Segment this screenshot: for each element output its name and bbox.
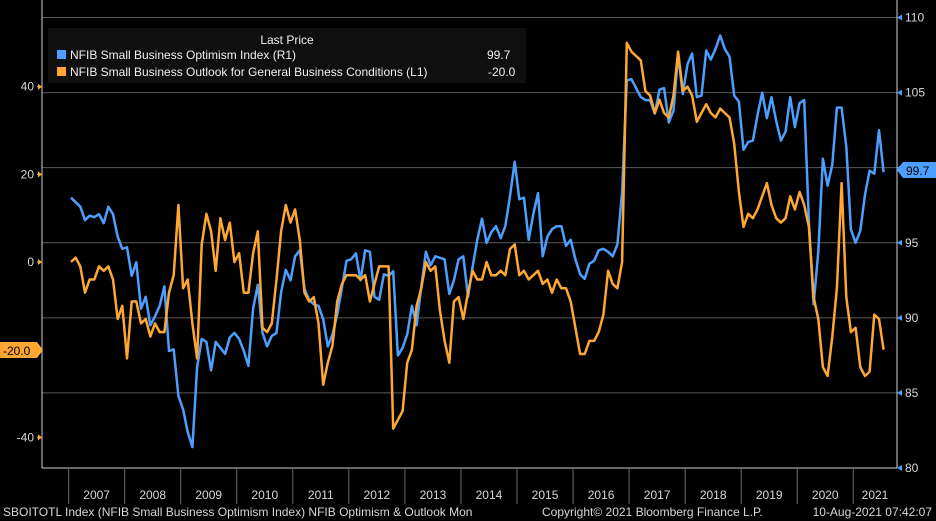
left-tick-label: 20 (21, 167, 35, 181)
right-value-badge: 99.7 (897, 162, 936, 178)
left-value-badge: -20.0 (0, 342, 43, 358)
right-badge-text: 99.7 (906, 164, 930, 178)
x-tick-label: 2016 (588, 488, 615, 502)
right-tick-marker (897, 314, 902, 321)
footer-left-text: SBOITOTL Index (NFIB Small Business Opti… (3, 505, 472, 519)
x-tick-label: 2017 (644, 488, 671, 502)
legend-swatch-optimism (57, 50, 66, 59)
left-badge-shape (0, 342, 43, 358)
x-tick-label: 2010 (251, 488, 278, 502)
x-tick-label: 2009 (195, 488, 222, 502)
legend: Last Price NFIB Small Business Optimism … (48, 28, 526, 83)
right-tick-label: 110 (905, 11, 924, 25)
footer: SBOITOTL Index (NFIB Small Business Opti… (3, 505, 932, 519)
right-tick-marker (897, 389, 902, 396)
left-tick-label: -40 (17, 430, 35, 444)
left-tick-marker (38, 83, 42, 90)
left-tick-label: 40 (21, 80, 35, 94)
x-tick-label: 2013 (420, 488, 447, 502)
x-axis-band (0, 469, 936, 505)
legend-label-optimism: NFIB Small Business Optimism Index (R1) (70, 48, 296, 62)
left-badge-text: -20.0 (3, 344, 31, 358)
right-tick-label: 105 (905, 86, 925, 100)
series-layer (70, 34, 885, 449)
x-tick-label: 2018 (700, 488, 727, 502)
x-tick-label: 2020 (812, 488, 839, 502)
right-badge-shape (897, 162, 936, 178)
footer-copyright: Copyright© 2021 Bloomberg Finance L.P. (542, 505, 763, 519)
x-tick-label: 2011 (308, 488, 334, 502)
footer-timestamp: 10-Aug-2021 07:42:07 (813, 505, 933, 519)
left-tick-marker (38, 434, 42, 441)
left-tick-marker (38, 171, 42, 178)
series-line-optimism (70, 34, 885, 449)
x-tick-label: 2015 (532, 488, 559, 502)
legend-header: Last Price (260, 33, 314, 47)
legend-swatch-outlook (57, 67, 66, 76)
right-tick-marker (897, 465, 902, 471)
axes (0, 0, 936, 505)
x-tick-label: 2019 (756, 488, 783, 502)
x-tick-label: 2014 (476, 488, 503, 502)
right-tick-marker (897, 239, 902, 246)
left-tick-marker (38, 259, 42, 266)
x-tick-label: 2008 (139, 488, 166, 502)
legend-background (48, 28, 526, 83)
right-tick-label: 85 (905, 386, 919, 400)
x-tick-label: 2012 (364, 488, 391, 502)
legend-value-optimism: 99.7 (487, 48, 511, 62)
right-tick-marker (897, 89, 902, 96)
legend-label-outlook: NFIB Small Business Outlook for General … (70, 65, 428, 79)
right-tick-label: 95 (905, 236, 919, 250)
x-tick-label: 2021 (862, 488, 889, 502)
right-tick-label: 80 (905, 461, 919, 475)
legend-value-outlook: -20.0 (488, 65, 516, 79)
right-tick-marker (897, 14, 902, 21)
right-tick-label: 90 (905, 311, 919, 325)
left-tick-label: 0 (27, 255, 34, 269)
x-tick-label: 2007 (83, 488, 110, 502)
tick-labels: 40200-20-4011010510095908580200720082009… (17, 11, 926, 502)
series-line-outlook (70, 41, 885, 430)
